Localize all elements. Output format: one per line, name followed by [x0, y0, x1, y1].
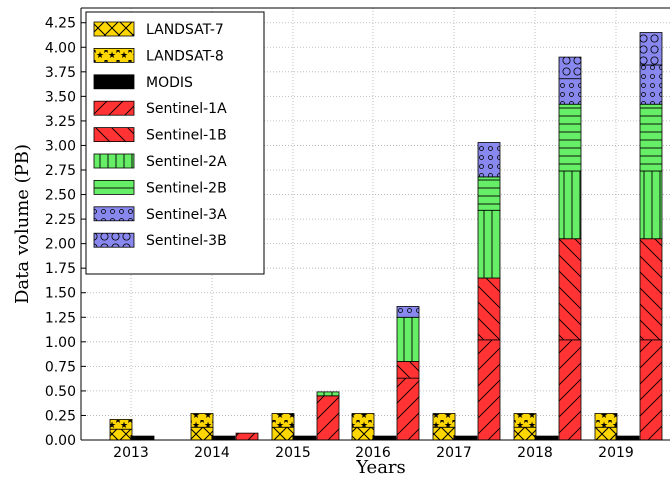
- bar-hatch: [640, 170, 662, 239]
- legend: LANDSAT-7 LANDSAT-8 MODIS Sentinel-1A Sentin…: [85, 11, 265, 275]
- legend-label-sentinel-2a: Sentinel-2A: [146, 154, 227, 170]
- bar-hatch: [559, 78, 581, 105]
- legend-label-landsat-7: LANDSAT-7: [146, 22, 224, 38]
- y-tick-label: 1.75: [45, 261, 76, 277]
- bar-hatch: [640, 339, 662, 440]
- bar-modis-2013: [131, 435, 155, 441]
- bar-hatch: [478, 210, 500, 278]
- x-tick-label: 2016: [355, 445, 391, 461]
- legend-swatch-hatch: [94, 233, 134, 248]
- bar-modis-2019: [616, 435, 640, 441]
- x-tick-label: 2013: [113, 445, 149, 461]
- y-tick-label: 2.50: [45, 188, 76, 204]
- legend-label-sentinel-1a: Sentinel-1A: [146, 101, 227, 117]
- y-tick-label: 0.75: [45, 359, 76, 375]
- x-tick-label: 2015: [275, 445, 311, 461]
- y-tick-label: 2.25: [45, 212, 76, 228]
- legend-label-landsat-8: LANDSAT-8: [146, 48, 224, 64]
- y-tick-label: 0.50: [45, 384, 76, 400]
- bar-hatch: [191, 413, 213, 428]
- bar-hatch: [514, 413, 536, 428]
- bar-hatch: [640, 32, 662, 65]
- y-tick-label: 0.00: [45, 433, 76, 449]
- x-tick-label: 2017: [436, 445, 472, 461]
- y-axis-label: Data volume (PB): [12, 144, 33, 304]
- legend-label-sentinel-3a: Sentinel-3A: [146, 207, 227, 223]
- bar-hatch: [110, 429, 132, 440]
- legend-swatch-hatch: [94, 154, 134, 168]
- bar-modis-2016: [373, 435, 397, 441]
- axes: [80, 7, 670, 441]
- bar-modis-2015: [293, 435, 317, 441]
- bar-hatch: [595, 427, 617, 440]
- x-axis-label: Years: [355, 457, 406, 477]
- y-tick-label: 0.25: [45, 408, 76, 424]
- legend-label-sentinel-1b: Sentinel-1B: [146, 128, 227, 144]
- bar-hatch: [397, 378, 419, 440]
- y-tick-label: 3.00: [45, 138, 76, 154]
- bar-hatch: [191, 427, 213, 440]
- bar-hatch: [595, 413, 617, 428]
- bar-modis-2014: [212, 435, 236, 441]
- y-tick-label: 2.00: [45, 237, 76, 253]
- bar-hatch: [559, 238, 581, 340]
- bar-hatch: [478, 278, 500, 340]
- bar-modis-2017: [454, 435, 478, 441]
- bar-hatch: [397, 317, 419, 362]
- ticks: 0.00 0.25 0.50 0.75 1.00 1.25 1.50 1.75 2.00 2.25…: [45, 16, 634, 461]
- legend-swatch-hatch: [94, 48, 134, 63]
- y-tick-label: 1.25: [45, 310, 76, 326]
- bar-hatch: [397, 306, 419, 318]
- legend-label-sentinel-3b: Sentinel-3B: [146, 233, 227, 249]
- y-tick-label: 3.25: [45, 114, 76, 130]
- bar-hatch: [559, 57, 581, 79]
- y-tick-label: 3.75: [45, 65, 76, 81]
- y-tick-label: 1.50: [45, 286, 76, 302]
- bar-hatch: [559, 339, 581, 440]
- grid: [81, 8, 670, 441]
- bar-hatch: [478, 339, 500, 440]
- bar-hatch: [640, 64, 662, 105]
- bar-hatch: [110, 419, 132, 430]
- bar-hatch: [272, 413, 294, 428]
- legend-label-modis: MODIS: [146, 75, 193, 91]
- bar-hatch: [559, 170, 581, 239]
- bar-hatch: [433, 427, 455, 440]
- bar-hatch: [317, 391, 339, 396]
- y-tick-label: 1.00: [45, 335, 76, 351]
- bar-hatch: [478, 176, 500, 211]
- y-tick-label: 4.25: [45, 16, 76, 32]
- bars: [109, 32, 663, 441]
- y-tick-label: 3.50: [45, 89, 76, 105]
- legend-swatch-hatch: [94, 127, 134, 142]
- bar-hatch: [317, 395, 339, 440]
- bar-hatch: [640, 238, 662, 340]
- x-tick-label: 2019: [598, 445, 634, 461]
- legend-swatch-hatch: [94, 101, 134, 116]
- legend-swatch-hatch: [94, 180, 134, 195]
- y-tick-label: 4.00: [45, 40, 76, 56]
- legend-swatch-hatch: [94, 206, 134, 221]
- bar-hatch: [559, 104, 581, 171]
- bar-modis-2018: [535, 435, 559, 441]
- bar-hatch: [352, 413, 374, 428]
- bar-hatch: [397, 361, 419, 379]
- y-tick-label: 2.75: [45, 163, 76, 179]
- bar-hatch: [272, 427, 294, 440]
- legend-swatch-hatch: [94, 22, 134, 36]
- bar-hatch: [478, 142, 500, 177]
- legend-swatch-modis: [93, 74, 135, 90]
- bar-hatch: [352, 427, 374, 440]
- bar-hatch: [433, 413, 455, 428]
- x-tick-label: 2014: [194, 445, 230, 461]
- bar-hatch: [514, 427, 536, 440]
- x-tick-label: 2018: [517, 445, 553, 461]
- bar-hatch: [640, 104, 662, 171]
- bar-hatch: [236, 433, 258, 440]
- legend-label-sentinel-2b: Sentinel-2B: [146, 180, 227, 196]
